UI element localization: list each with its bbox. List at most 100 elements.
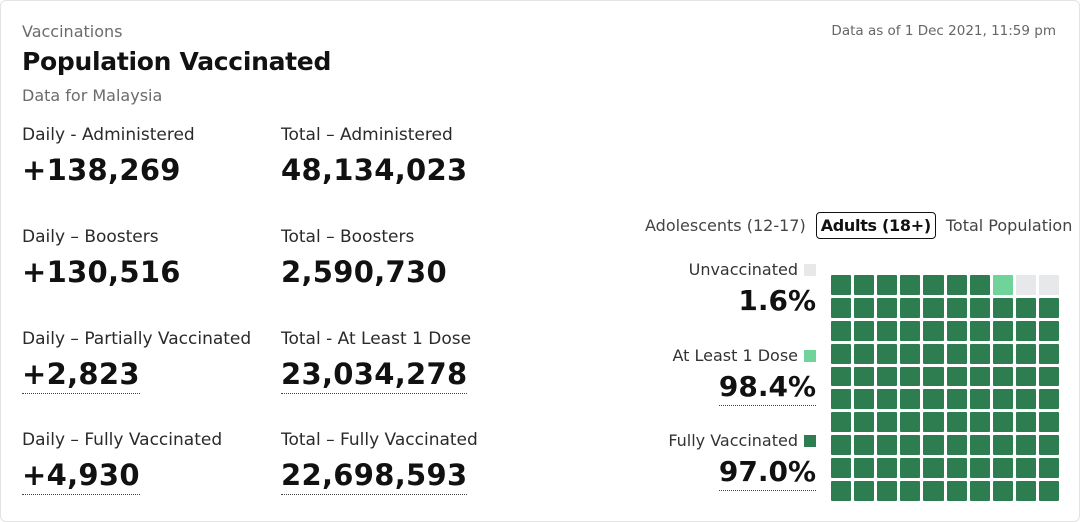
stat-total-fully-vaccinated[interactable]: Total – Fully Vaccinated 22,698,593 bbox=[281, 430, 478, 495]
legend-fully-vaccinated[interactable]: Fully Vaccinated 97.0% bbox=[668, 431, 816, 491]
waffle-cell-fully-vaccinated bbox=[969, 275, 990, 295]
waffle-cell-fully-vaccinated bbox=[900, 481, 921, 501]
waffle-cell-fully-vaccinated bbox=[992, 458, 1013, 479]
waffle-cell-fully-vaccinated bbox=[900, 343, 921, 364]
waffle-cell-fully-vaccinated bbox=[854, 275, 875, 295]
waffle-cell-fully-vaccinated bbox=[877, 297, 898, 318]
waffle-cell-at-least-1-dose bbox=[992, 275, 1013, 295]
waffle-cell-fully-vaccinated bbox=[969, 297, 990, 318]
waffle-cell-fully-vaccinated bbox=[900, 275, 921, 295]
waffle-cell-fully-vaccinated bbox=[877, 481, 898, 501]
stat-value[interactable]: 23,034,278 bbox=[281, 357, 468, 394]
waffle-cell-fully-vaccinated bbox=[992, 435, 1013, 456]
waffle-cell-fully-vaccinated bbox=[946, 435, 967, 456]
stat-daily-administered: Daily - Administered +138,269 bbox=[22, 125, 195, 187]
waffle-cell-fully-vaccinated bbox=[831, 435, 852, 456]
stat-label: Daily – Fully Vaccinated bbox=[22, 430, 223, 450]
waffle-cell-fully-vaccinated bbox=[1038, 435, 1059, 456]
waffle-cell-fully-vaccinated bbox=[854, 458, 875, 479]
waffle-cell-fully-vaccinated bbox=[946, 366, 967, 387]
waffle-cell-fully-vaccinated bbox=[923, 389, 944, 410]
waffle-cell-fully-vaccinated bbox=[900, 458, 921, 479]
waffle-cell-fully-vaccinated bbox=[1015, 343, 1036, 364]
waffle-cell-fully-vaccinated bbox=[1015, 481, 1036, 501]
legend-percent[interactable]: 97.0% bbox=[718, 456, 816, 491]
stat-daily-fully-vaccinated[interactable]: Daily – Fully Vaccinated +4,930 bbox=[22, 430, 222, 495]
waffle-cell-fully-vaccinated bbox=[877, 343, 898, 364]
waffle-cell-fully-vaccinated bbox=[969, 412, 990, 433]
waffle-cell-fully-vaccinated bbox=[946, 481, 967, 501]
waffle-cell-fully-vaccinated bbox=[1038, 320, 1059, 341]
waffle-cell-fully-vaccinated bbox=[923, 458, 944, 479]
legend-label: At Least 1 Dose bbox=[672, 346, 816, 365]
stat-value: 48,134,023 bbox=[281, 153, 468, 187]
waffle-cell-fully-vaccinated bbox=[946, 320, 967, 341]
stat-total-boosters: Total – Boosters 2,590,730 bbox=[281, 227, 447, 289]
tab-adolescents[interactable]: Adolescents (12-17) bbox=[645, 216, 806, 235]
waffle-cell-fully-vaccinated bbox=[877, 366, 898, 387]
stat-value[interactable]: 22,698,593 bbox=[281, 458, 468, 495]
waffle-cell-fully-vaccinated bbox=[854, 412, 875, 433]
waffle-cell-fully-vaccinated bbox=[854, 435, 875, 456]
waffle-cell-fully-vaccinated bbox=[969, 366, 990, 387]
waffle-cell-fully-vaccinated bbox=[923, 343, 944, 364]
stat-value[interactable]: +2,823 bbox=[22, 357, 140, 394]
swatch-unvaccinated bbox=[804, 263, 816, 276]
waffle-cell-fully-vaccinated bbox=[946, 412, 967, 433]
waffle-cell-fully-vaccinated bbox=[854, 297, 875, 318]
waffle-cell-unvaccinated bbox=[1038, 275, 1059, 295]
stat-label: Total - At Least 1 Dose bbox=[281, 329, 472, 349]
waffle-cell-fully-vaccinated bbox=[1038, 389, 1059, 410]
waffle-cell-fully-vaccinated bbox=[831, 481, 852, 501]
waffle-chart bbox=[831, 275, 1059, 501]
waffle-cell-fully-vaccinated bbox=[1015, 389, 1036, 410]
waffle-cell-unvaccinated bbox=[1015, 275, 1036, 295]
waffle-cell-fully-vaccinated bbox=[900, 320, 921, 341]
stat-total-at-least-1-dose[interactable]: Total - At Least 1 Dose 23,034,278 bbox=[281, 329, 471, 394]
legend-at-least-1-dose[interactable]: At Least 1 Dose 98.4% bbox=[672, 346, 816, 406]
legend-percent: 1.6% bbox=[738, 284, 816, 317]
stat-label: Daily - Administered bbox=[22, 125, 195, 145]
waffle-cell-fully-vaccinated bbox=[992, 389, 1013, 410]
swatch-fully-vaccinated bbox=[804, 434, 816, 447]
waffle-cell-fully-vaccinated bbox=[877, 275, 898, 295]
legend-label-text: Fully Vaccinated bbox=[668, 431, 798, 450]
tab-total-population[interactable]: Total Population bbox=[945, 216, 1073, 235]
waffle-cell-fully-vaccinated bbox=[969, 458, 990, 479]
waffle-cell-fully-vaccinated bbox=[923, 481, 944, 501]
stat-daily-partially-vaccinated[interactable]: Daily – Partially Vaccinated +2,823 bbox=[22, 329, 251, 394]
stat-label: Daily – Partially Vaccinated bbox=[22, 329, 252, 349]
waffle-cell-fully-vaccinated bbox=[831, 389, 852, 410]
waffle-cell-fully-vaccinated bbox=[877, 320, 898, 341]
waffle-cell-fully-vaccinated bbox=[1038, 343, 1059, 364]
data-timestamp: Data as of 1 Dec 2021, 11:59 pm bbox=[831, 23, 1056, 39]
stat-value[interactable]: +4,930 bbox=[22, 458, 140, 495]
waffle-cell-fully-vaccinated bbox=[946, 297, 967, 318]
waffle-cell-fully-vaccinated bbox=[900, 366, 921, 387]
waffle-cell-fully-vaccinated bbox=[877, 412, 898, 433]
legend-label-text: Unvaccinated bbox=[688, 260, 798, 279]
section-label: Vaccinations bbox=[22, 22, 123, 41]
legend-unvaccinated: Unvaccinated 1.6% bbox=[689, 260, 816, 317]
waffle-cell-fully-vaccinated bbox=[969, 389, 990, 410]
waffle-cell-fully-vaccinated bbox=[969, 435, 990, 456]
waffle-cell-fully-vaccinated bbox=[1038, 366, 1059, 387]
waffle-cell-fully-vaccinated bbox=[923, 412, 944, 433]
waffle-cell-fully-vaccinated bbox=[831, 458, 852, 479]
tab-adults[interactable]: Adults (18+) bbox=[815, 212, 936, 239]
legend-percent[interactable]: 98.4% bbox=[718, 371, 816, 406]
waffle-cell-fully-vaccinated bbox=[831, 320, 852, 341]
waffle-cell-fully-vaccinated bbox=[969, 481, 990, 501]
page-title: Population Vaccinated bbox=[22, 47, 332, 76]
stat-label: Total – Administered bbox=[281, 125, 453, 145]
waffle-cell-fully-vaccinated bbox=[854, 366, 875, 387]
waffle-cell-fully-vaccinated bbox=[900, 297, 921, 318]
waffle-cell-fully-vaccinated bbox=[877, 458, 898, 479]
stat-label: Total – Boosters bbox=[281, 227, 415, 247]
waffle-cell-fully-vaccinated bbox=[1038, 481, 1059, 501]
waffle-cell-fully-vaccinated bbox=[969, 343, 990, 364]
waffle-cell-fully-vaccinated bbox=[946, 275, 967, 295]
stat-value: 2,590,730 bbox=[281, 255, 447, 289]
waffle-cell-fully-vaccinated bbox=[992, 320, 1013, 341]
page-subtitle: Data for Malaysia bbox=[22, 86, 163, 105]
